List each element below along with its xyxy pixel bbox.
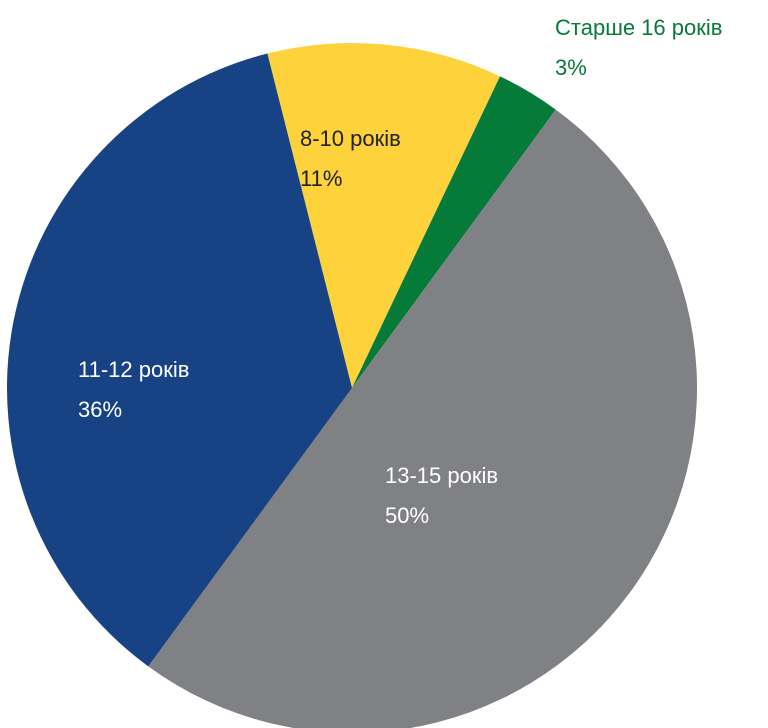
slice-label: 13-15 років bbox=[385, 463, 498, 488]
slice-label: Старше 16 років bbox=[555, 15, 722, 40]
pie-slice bbox=[267, 43, 500, 389]
slice-value-label: 11% bbox=[300, 166, 342, 191]
slice-label: 11-12 років bbox=[78, 357, 189, 382]
slice-value-label: 36% bbox=[78, 397, 122, 422]
pie-slice bbox=[6, 53, 353, 667]
pie-slice bbox=[148, 109, 697, 728]
slice-value-label: 50% bbox=[385, 503, 429, 528]
pie-slice bbox=[352, 76, 556, 388]
slice-label: 8-10 років bbox=[300, 126, 401, 151]
slice-value-label: 3% bbox=[555, 55, 587, 80]
